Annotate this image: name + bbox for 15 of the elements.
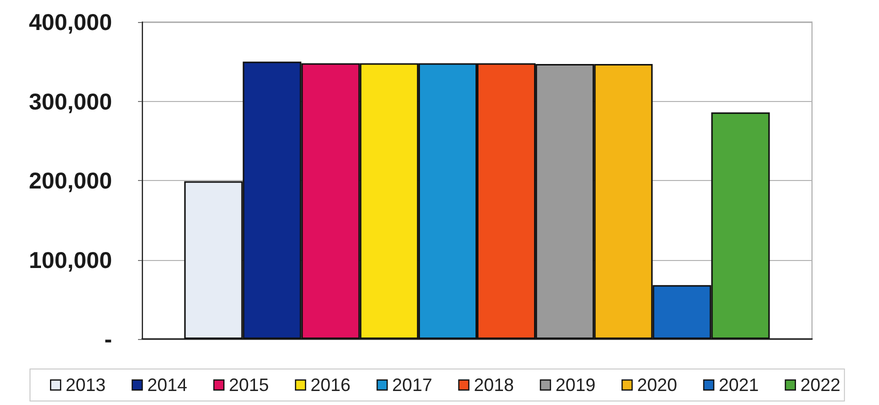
legend-label: 2018 [474,375,514,395]
y-tick-label: 100,000 [28,246,112,273]
legend-label: 2021 [718,375,759,395]
y-tick-label: - [104,326,112,352]
legend-label: 2017 [392,375,432,395]
legend-label: 2020 [637,375,678,395]
legend-label: 2013 [66,375,106,395]
legend-label: 2014 [147,375,188,395]
legend-label: 2016 [310,375,351,395]
legend-label: 2015 [228,375,269,395]
y-tick-label: 200,000 [28,168,112,194]
y-tick-label: 400,000 [28,9,112,35]
y-tick-label: 300,000 [28,88,112,114]
legend-label: 2019 [555,375,596,395]
legend-label: 2022 [800,375,840,395]
